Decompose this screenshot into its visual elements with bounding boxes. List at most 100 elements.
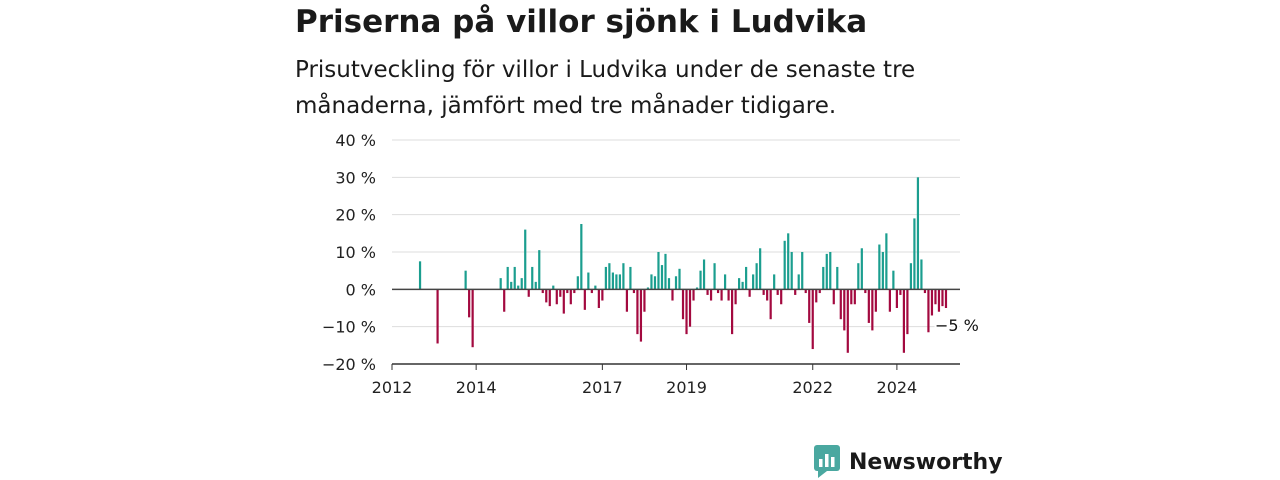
bar xyxy=(559,289,562,297)
bar xyxy=(468,289,471,318)
bar-chart-speech-bubble-icon xyxy=(814,445,840,478)
bar xyxy=(653,276,657,290)
bar xyxy=(664,253,667,290)
bar xyxy=(636,289,639,335)
bar xyxy=(667,278,671,290)
bar xyxy=(941,289,944,307)
bar xyxy=(888,289,891,312)
bar xyxy=(734,289,737,305)
bar xyxy=(545,289,548,303)
bar xyxy=(538,250,541,290)
bar xyxy=(436,289,439,344)
y-tick-label: 30 % xyxy=(335,168,376,187)
bar xyxy=(923,289,927,294)
bar xyxy=(790,252,793,290)
bar xyxy=(650,274,653,290)
x-tick-label: 2019 xyxy=(666,378,707,397)
x-tick-label: 2014 xyxy=(456,378,497,397)
bar xyxy=(762,289,765,295)
bar xyxy=(839,289,842,320)
bar xyxy=(881,252,884,290)
bar xyxy=(801,252,804,290)
bar xyxy=(709,289,713,301)
x-axis-labels: 2012 2014 2017 2019 2022 2024 xyxy=(372,364,917,397)
bar xyxy=(524,229,527,290)
bar xyxy=(587,272,590,290)
bar xyxy=(892,270,895,290)
axes xyxy=(392,288,960,365)
bar xyxy=(860,248,863,290)
bar xyxy=(611,272,614,290)
bar xyxy=(573,289,576,294)
bar xyxy=(878,244,881,290)
bar xyxy=(531,266,534,290)
bar xyxy=(769,289,772,320)
bar xyxy=(920,259,923,290)
bar xyxy=(552,285,555,290)
y-tick-label: 20 % xyxy=(335,206,376,225)
bar xyxy=(794,289,797,295)
bar xyxy=(517,285,520,290)
bar xyxy=(580,224,583,290)
bar xyxy=(759,248,762,290)
bar xyxy=(720,289,723,301)
bar xyxy=(646,287,650,290)
bar xyxy=(583,289,586,310)
bar xyxy=(755,263,758,290)
bar xyxy=(622,263,625,290)
bar xyxy=(510,281,513,290)
bar xyxy=(741,281,744,290)
bar xyxy=(604,266,607,290)
bar xyxy=(576,276,579,290)
bar xyxy=(913,218,916,290)
x-tick-label: 2017 xyxy=(582,378,623,397)
x-tick-label: 2012 xyxy=(372,378,413,397)
bar xyxy=(930,289,934,316)
x-tick-label: 2022 xyxy=(792,378,833,397)
bar xyxy=(727,289,730,301)
bar xyxy=(843,289,846,331)
bar xyxy=(815,289,818,303)
bar xyxy=(566,289,569,294)
y-axis-labels: −20 % −10 % 0 % 10 % 20 % 30 % 40 % xyxy=(322,131,376,374)
bar xyxy=(513,266,516,290)
bar xyxy=(657,252,660,290)
bar xyxy=(899,289,902,295)
bar xyxy=(503,289,506,312)
bar xyxy=(671,289,674,301)
bar xyxy=(752,274,755,290)
bar xyxy=(499,278,502,290)
bar xyxy=(885,233,888,290)
bar xyxy=(846,289,849,353)
y-tick-label: 40 % xyxy=(335,131,376,150)
bar xyxy=(836,266,839,290)
bar xyxy=(731,289,734,335)
bar xyxy=(625,289,629,312)
bar xyxy=(766,289,769,301)
bar xyxy=(804,289,807,294)
bar xyxy=(738,278,741,290)
y-tick-label: −20 % xyxy=(322,355,376,374)
bar xyxy=(639,289,643,342)
bar xyxy=(832,289,835,305)
bar xyxy=(541,289,544,294)
bar xyxy=(695,287,699,290)
bar xyxy=(520,278,523,290)
bar xyxy=(594,285,597,290)
bar xyxy=(562,289,565,314)
last-value-label: −5 % xyxy=(935,316,979,335)
bar xyxy=(797,274,800,290)
bar xyxy=(471,289,474,348)
bar xyxy=(850,289,853,305)
bar xyxy=(723,274,727,290)
bar xyxy=(829,252,832,290)
bar xyxy=(783,240,786,290)
bar xyxy=(871,289,874,331)
newsworthy-logo: Newsworthy xyxy=(814,445,1003,479)
bar xyxy=(787,233,790,290)
chart-title: Priserna på villor sjönk i Ludvika xyxy=(295,4,868,40)
bar xyxy=(776,289,779,295)
bar xyxy=(808,289,811,323)
bar xyxy=(692,289,695,301)
